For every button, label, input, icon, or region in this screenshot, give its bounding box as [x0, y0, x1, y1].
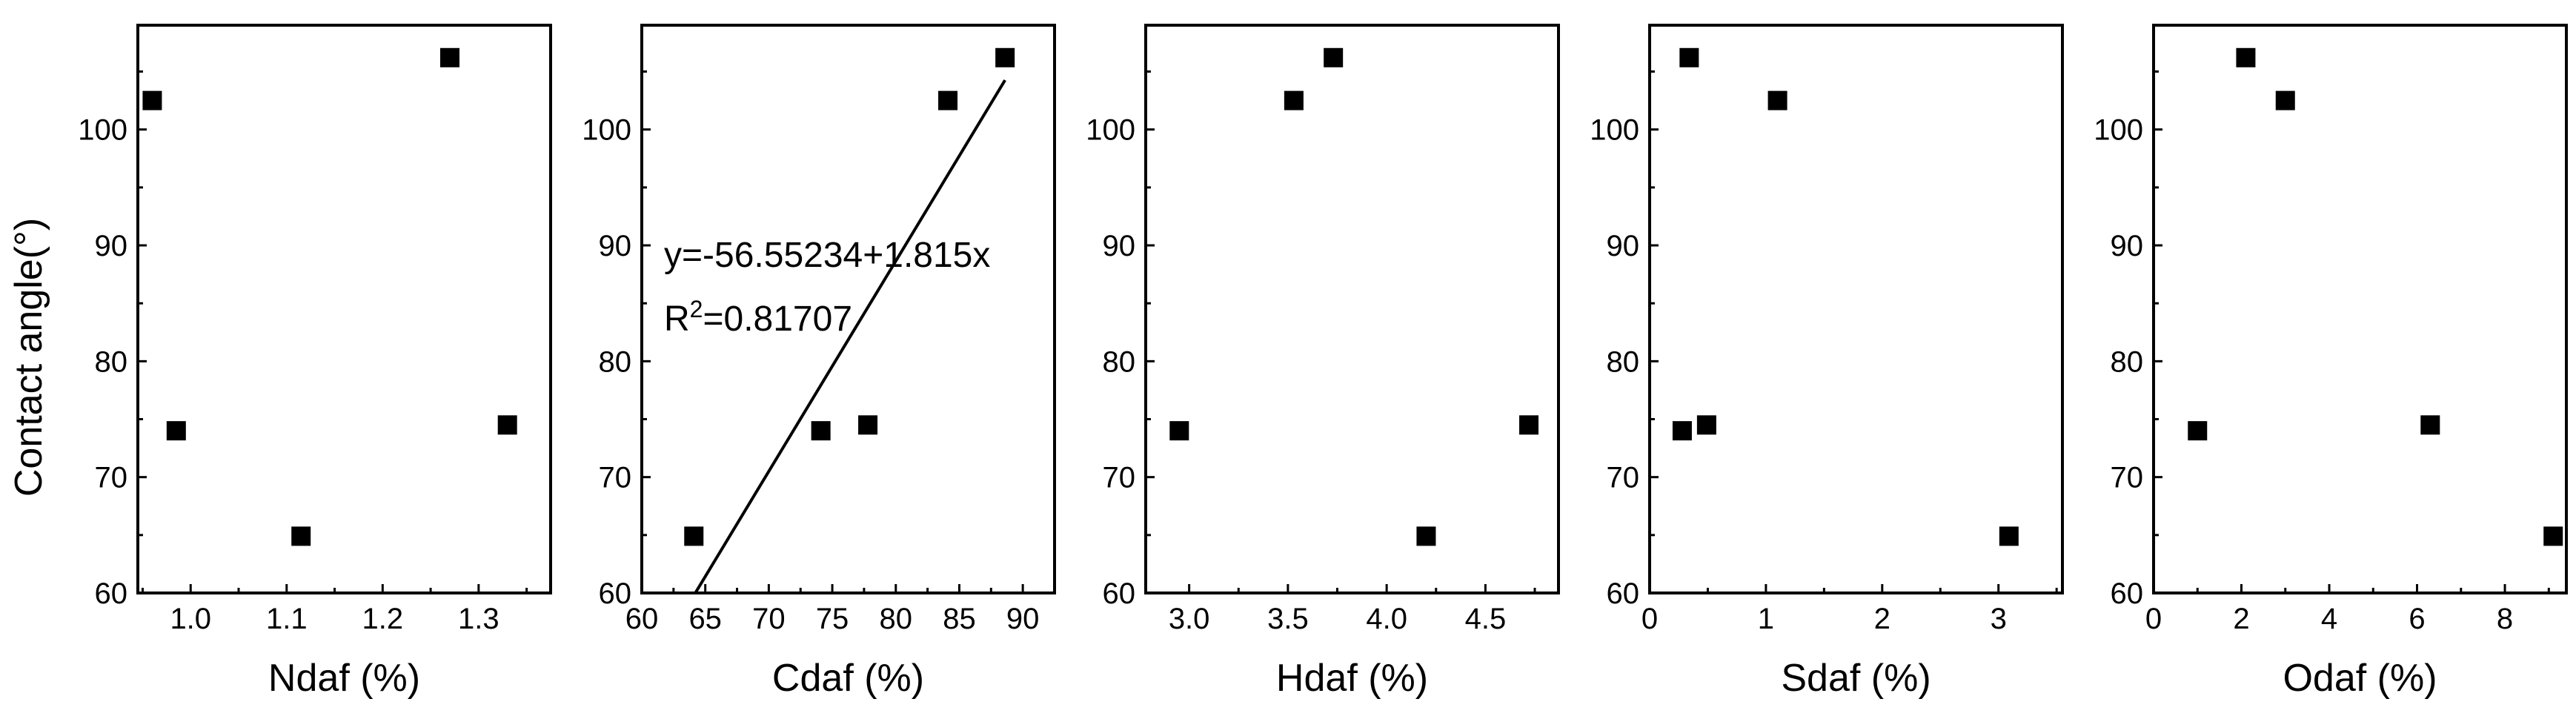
- panel-3-data-point: [1284, 90, 1304, 110]
- panel-5-data-point: [2188, 421, 2208, 441]
- panel-5-x-tick-label: 8: [2497, 603, 2513, 635]
- panel-2-x-tick-label: 60: [625, 603, 659, 635]
- panel-2-x-tick-label: 85: [943, 603, 976, 635]
- panel-1-y-tick-label: 90: [95, 230, 128, 262]
- panel-2-x-tick-label: 90: [1006, 603, 1040, 635]
- panel-3-x-axis-title: Hdaf (%): [1276, 657, 1428, 700]
- panel-3-data-point: [1324, 47, 1344, 67]
- panel-1-x-tick-label: 1.1: [266, 603, 308, 635]
- panel-3-data-point: [1519, 415, 1539, 435]
- panel-2-data-point: [811, 421, 831, 441]
- panel-2-fit-line: [694, 79, 1006, 594]
- panel-2-data-point: [938, 90, 958, 110]
- panel-4-y-tick-label: 70: [1607, 462, 1640, 494]
- panel-2-y-tick-label: 60: [599, 577, 632, 610]
- panel-1-data-point: [439, 47, 459, 67]
- panel-5-x-axis-title: Odaf (%): [2283, 657, 2437, 700]
- panel-3-y-tick-label: 90: [1103, 230, 1136, 262]
- panel-1-y-tick-label: 60: [95, 577, 128, 610]
- panel-4-x-axis-title: Sdaf (%): [1781, 657, 1931, 700]
- panel-4: 0 1 2 3 60 70 80 90 100 Sdaf (%): [1590, 24, 2064, 700]
- panel-5-x-tick-label: 0: [2145, 603, 2162, 635]
- panel-5-data-point: [2275, 90, 2295, 110]
- panel-2-x-tick-label: 65: [688, 603, 722, 635]
- panel-1: 1.0 1.1 1.2 1.3 60 70 80 90 100 Ndaf (%): [78, 24, 552, 700]
- panel-5-y-tick-label: 60: [2111, 577, 2144, 610]
- panel-5: 0 2 4 6 8 60 70 80 90 100 Odaf (%): [2094, 24, 2568, 700]
- panel-3-x-tick-label: 4.5: [1465, 603, 1507, 635]
- panel-3-x-tick-label: 4.0: [1366, 603, 1407, 635]
- panel-1-x-tick-label: 1.2: [362, 603, 404, 635]
- y-axis-title: Contact angle(°): [7, 218, 50, 497]
- panel-4-frame: [1648, 24, 2064, 594]
- panel-4-data-point: [1999, 526, 2019, 546]
- panel-1-x-tick-label: 1.3: [458, 603, 499, 635]
- panel-2-data-point: [995, 47, 1015, 67]
- panel-4-data-point: [1672, 421, 1692, 441]
- panel-5-y-tick-label: 70: [2111, 462, 2144, 494]
- panel-1-y-tick-label: 80: [95, 345, 128, 378]
- panel-2-data-point: [858, 415, 878, 435]
- panel-2-frame: [640, 24, 1056, 594]
- panel-1-data-point: [497, 415, 517, 435]
- panel-2-y-tick-label: 80: [599, 345, 632, 378]
- panel-4-y-tick-label: 100: [1590, 114, 1639, 147]
- panel-2-fit-r2: R2=0.81707: [664, 296, 852, 339]
- panel-3-y-tick-label: 60: [1103, 577, 1136, 610]
- panel-1-y-tick-label: 100: [78, 114, 127, 147]
- panel-2-fit-equation: y=-56.55234+1.815x: [664, 236, 990, 275]
- panel-3-y-tick-label: 80: [1103, 345, 1136, 378]
- panel-2-data-point: [684, 526, 704, 546]
- panel-2-x-tick-label: 80: [880, 603, 913, 635]
- panel-5-x-tick-label: 6: [2409, 603, 2425, 635]
- panel-5-y-tick-label: 80: [2111, 345, 2144, 378]
- panel-2-x-tick-label: 75: [816, 603, 849, 635]
- panel-3-x-tick-label: 3.5: [1267, 603, 1309, 635]
- panel-5-data-point: [2420, 415, 2440, 435]
- panel-1-data-point: [291, 526, 311, 546]
- panel-3: 3.0 3.5 4.0 4.5 60 70 80 90 100 Hdaf (%): [1086, 24, 1560, 700]
- panel-1-data-point: [166, 421, 186, 441]
- panel-5-y-tick-label: 90: [2111, 230, 2144, 262]
- panel-1-y-tick-label: 70: [95, 462, 128, 494]
- panel-4-y-tick-label: 80: [1607, 345, 1640, 378]
- panel-1-x-tick-label: 1.0: [170, 603, 211, 635]
- panel-1-frame: [136, 24, 552, 594]
- panel-4-y-tick-label: 90: [1607, 230, 1640, 262]
- panel-3-x-tick-label: 3.0: [1169, 603, 1210, 635]
- panel-4-x-tick-label: 2: [1874, 603, 1890, 635]
- panel-5-x-tick-label: 4: [2321, 603, 2337, 635]
- panel-4-data-point: [1767, 90, 1787, 110]
- panel-3-data-point: [1416, 526, 1436, 546]
- panel-2: 60 65 70 75 80 85 90 60 70 80 90 100 Cdaf (%) y=-56.5…: [582, 24, 1056, 700]
- panel-3-y-tick-label: 70: [1103, 462, 1136, 494]
- panel-4-data-point: [1679, 47, 1699, 67]
- panel-4-data-point: [1696, 415, 1716, 435]
- panel-4-y-tick-label: 60: [1607, 577, 1640, 610]
- panel-3-data-point: [1169, 421, 1189, 441]
- panel-2-x-axis-title: Cdaf (%): [772, 657, 924, 700]
- panel-4-x-tick-label: 3: [1991, 603, 2007, 635]
- panel-1-data-point: [142, 90, 162, 110]
- panel-2-x-tick-label: 70: [752, 603, 786, 635]
- panel-5-data-point: [2236, 47, 2256, 67]
- panel-5-frame: [2152, 24, 2568, 594]
- panel-1-x-axis-title: Ndaf (%): [268, 657, 420, 700]
- panel-4-x-tick-label: 0: [1641, 603, 1658, 635]
- panel-3-frame: [1144, 24, 1560, 594]
- panel-2-y-tick-label: 100: [582, 114, 631, 147]
- panel-3-y-tick-label: 100: [1086, 114, 1135, 147]
- panel-4-x-tick-label: 1: [1758, 603, 1774, 635]
- panel-5-y-tick-label: 100: [2094, 114, 2143, 147]
- panel-2-y-tick-label: 70: [599, 462, 632, 494]
- panel-5-data-point: [2543, 526, 2563, 546]
- panel-5-x-tick-label: 2: [2233, 603, 2249, 635]
- panel-2-y-tick-label: 90: [599, 230, 632, 262]
